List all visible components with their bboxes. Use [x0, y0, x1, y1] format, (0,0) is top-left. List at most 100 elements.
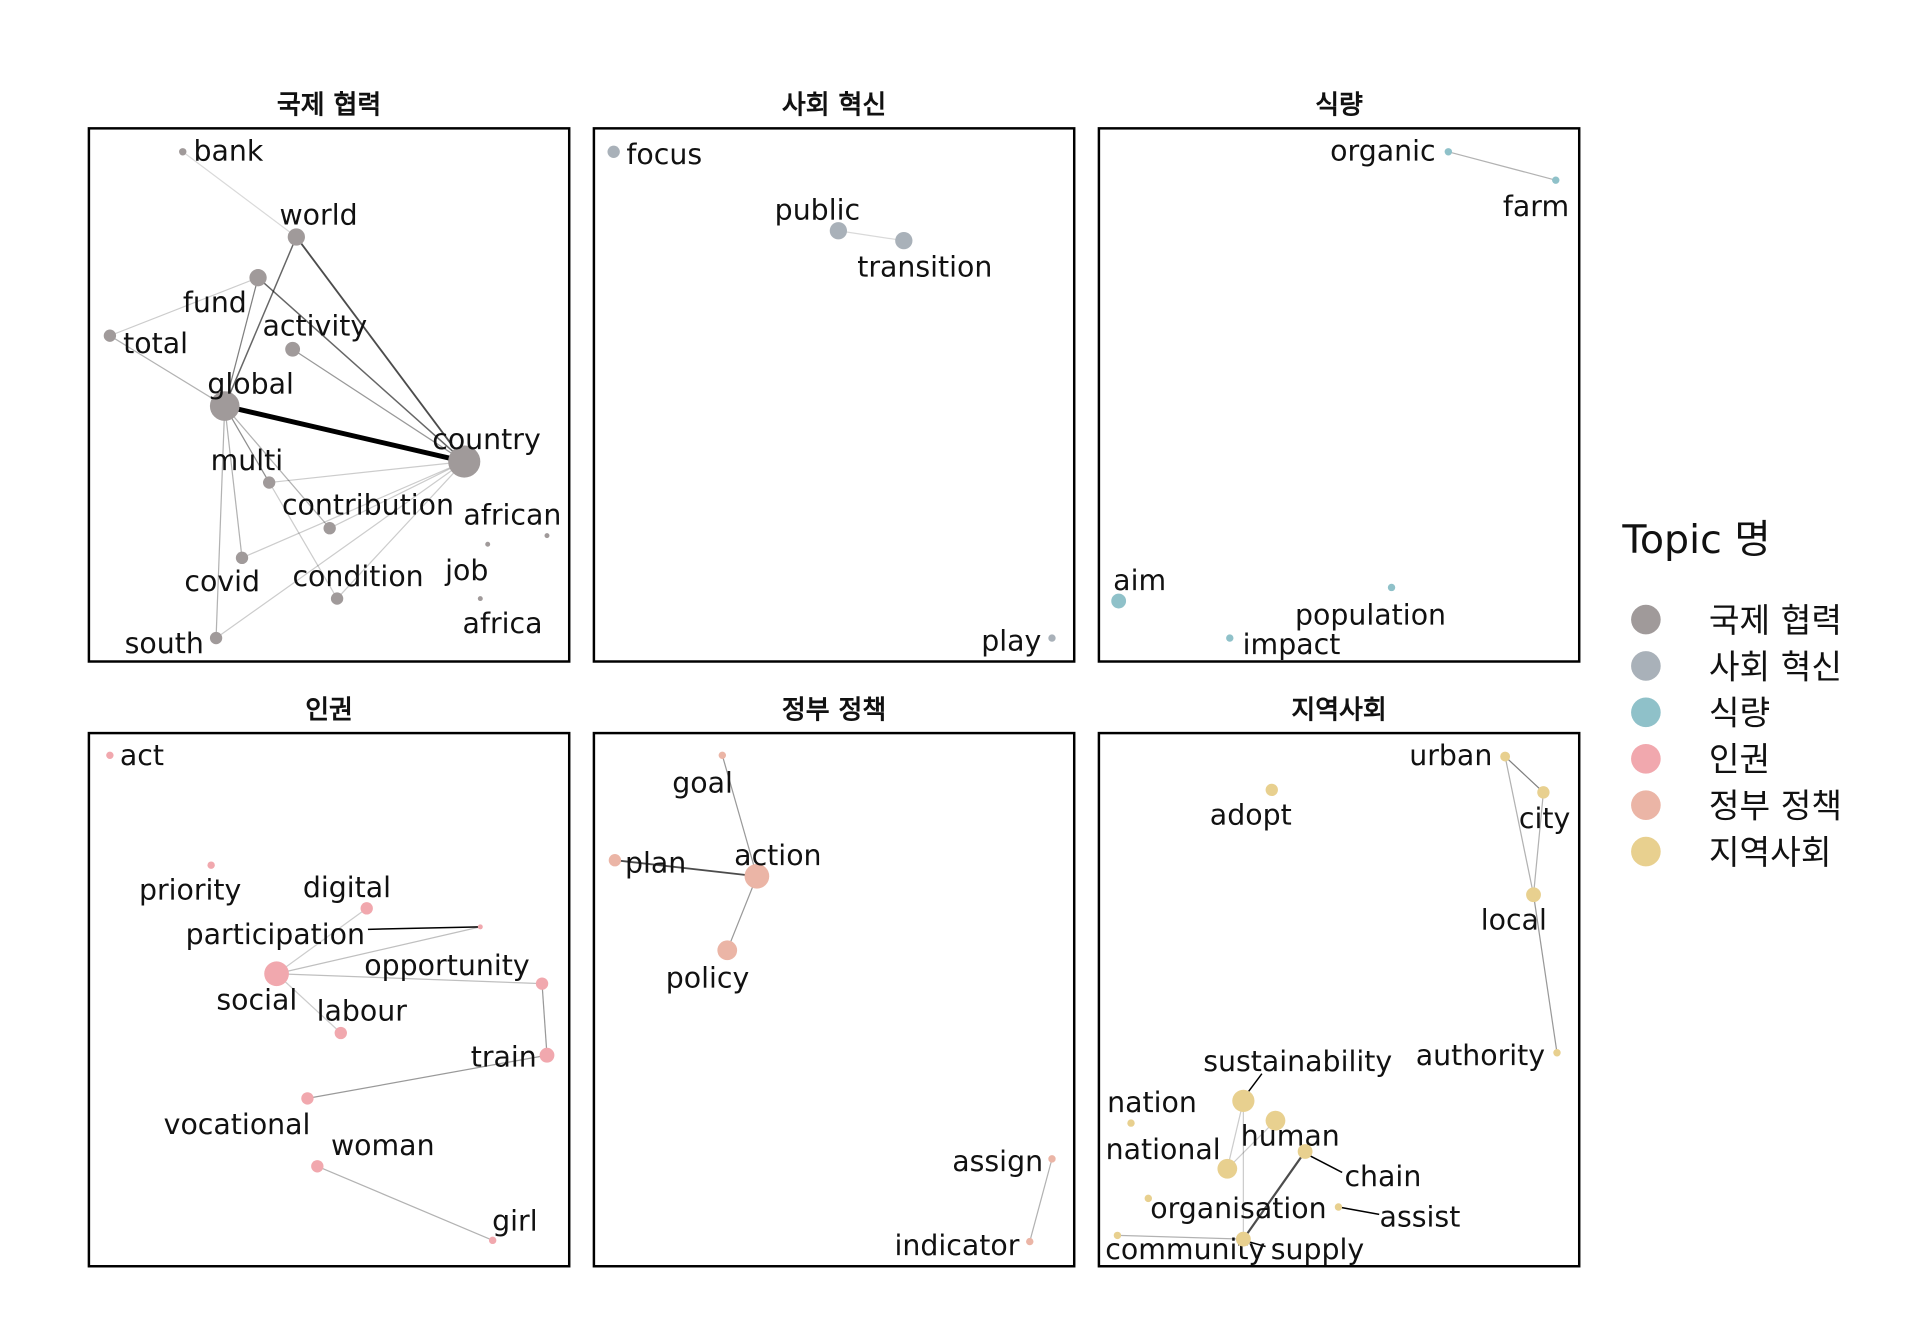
panel: 사회 혁신 focus public transition play	[592, 91, 1076, 663]
node	[1265, 783, 1278, 797]
legend-label: 인권	[1709, 740, 1770, 779]
node-label: aim	[1113, 564, 1166, 597]
node	[1026, 1237, 1034, 1246]
node-label: woman	[331, 1129, 435, 1162]
node-label: policy	[666, 961, 750, 994]
edge	[295, 236, 465, 463]
node	[829, 222, 848, 240]
edge	[276, 973, 342, 1034]
node-label: global	[207, 368, 294, 401]
panel-frame	[592, 127, 1076, 663]
node	[1113, 1231, 1122, 1240]
legend-label: 정부 정책	[1709, 787, 1842, 826]
node-label: job	[444, 554, 488, 587]
edge	[336, 461, 465, 599]
leader-line	[1308, 1154, 1343, 1174]
node	[1500, 751, 1511, 762]
edge	[1532, 792, 1545, 895]
legend-label: 사회 혁신	[1709, 647, 1842, 686]
node	[207, 861, 215, 869]
node-label: assign	[952, 1145, 1043, 1178]
node-label: participation	[186, 918, 365, 951]
edge	[1117, 1234, 1244, 1240]
node	[1144, 1194, 1152, 1203]
legend-swatch	[1631, 697, 1661, 728]
edge	[241, 461, 465, 559]
node	[301, 1092, 314, 1105]
node-label: condition	[292, 560, 423, 593]
edge	[276, 926, 481, 975]
node	[1232, 1089, 1255, 1112]
node	[607, 145, 620, 158]
node-label: play	[981, 624, 1041, 657]
node	[330, 592, 344, 605]
node	[103, 329, 117, 342]
edge	[276, 907, 368, 975]
node-label: labour	[317, 995, 408, 1028]
node	[717, 940, 738, 961]
node-label: chain	[1344, 1160, 1421, 1193]
node	[544, 533, 550, 539]
edge	[541, 983, 548, 1056]
node-label: goal	[672, 766, 733, 799]
edge	[182, 151, 297, 238]
node	[1334, 1203, 1343, 1211]
panel-frame	[1097, 127, 1581, 663]
node-label: opportunity	[364, 949, 529, 982]
node-label: assist	[1380, 1201, 1461, 1234]
edge	[614, 859, 757, 878]
panel-frame	[1097, 731, 1581, 1268]
node-label: organic	[1330, 134, 1435, 167]
node	[235, 551, 249, 565]
panel-title: 지역사회	[1291, 695, 1386, 725]
edge	[1226, 1120, 1276, 1170]
node-label: farm	[1503, 190, 1569, 223]
node-label: country	[432, 423, 541, 456]
leader-line	[367, 926, 481, 931]
node	[311, 1160, 324, 1173]
node	[1526, 887, 1541, 903]
node-label: urban	[1409, 739, 1492, 772]
edge	[224, 405, 338, 599]
node	[744, 863, 770, 889]
node	[1226, 634, 1234, 642]
edge	[224, 236, 298, 407]
node-label: focus	[626, 138, 702, 171]
node	[262, 476, 276, 489]
node	[1387, 583, 1396, 592]
node-label: local	[1481, 903, 1547, 936]
node-label: africa	[463, 607, 543, 640]
edge	[109, 335, 226, 407]
edge	[224, 403, 465, 464]
node	[1444, 148, 1453, 156]
node-label: south	[125, 627, 204, 660]
node-label: act	[120, 739, 164, 772]
node-label: world	[279, 199, 357, 232]
node	[477, 596, 483, 602]
legend-swatch	[1631, 790, 1661, 820]
node	[1537, 786, 1550, 799]
node-label: multi	[211, 444, 284, 477]
node-label: activity	[263, 310, 368, 343]
panel-title: 사회 혁신	[782, 91, 886, 121]
node	[106, 751, 114, 760]
panel: 지역사회 urban adopt city local authority sustaina…	[1097, 695, 1581, 1268]
legend-label: 식량	[1709, 694, 1770, 733]
node-label: nation	[1107, 1086, 1197, 1119]
node	[608, 854, 622, 867]
node-label: covid	[184, 565, 260, 598]
edge	[1532, 894, 1558, 1053]
node	[360, 902, 373, 915]
edge	[1029, 1158, 1053, 1242]
panel-frame	[87, 731, 571, 1268]
legend-swatch	[1631, 604, 1661, 635]
edge	[109, 277, 259, 337]
node-label: action	[734, 839, 821, 872]
legend-title: Topic 명	[1621, 517, 1770, 563]
node-label: authority	[1416, 1039, 1545, 1072]
node	[179, 148, 187, 156]
edge	[1504, 756, 1535, 895]
